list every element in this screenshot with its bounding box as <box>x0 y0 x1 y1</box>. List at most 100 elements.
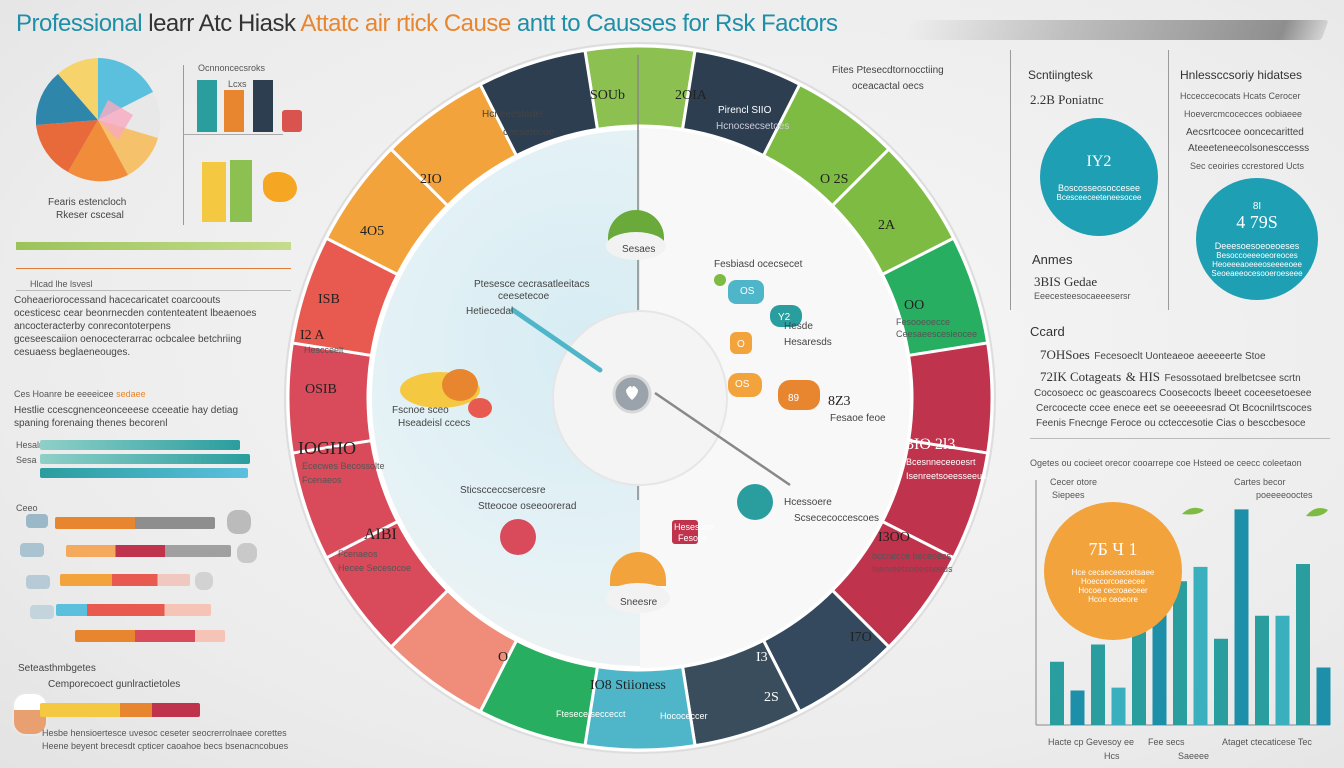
chart-footer-sub: Saeeee <box>1178 751 1210 761</box>
para-line: ocesticesc cear beonrnecden contenteaten… <box>14 308 257 319</box>
pie-slice <box>35 74 98 125</box>
stat-circle-sub: Besoccoeeeoeoreoces <box>1216 250 1298 260</box>
ring-seg-label: IOGHO <box>298 438 356 458</box>
hline-caption: Hlcad lhe lsvesl <box>30 279 93 289</box>
seg-sub: Fcenaeos <box>302 475 342 485</box>
divider <box>1030 438 1330 439</box>
stat-circle-orange: 7Б Ч 1 Hce cecseceecoetsaee Hoeccorcoece… <box>1044 502 1182 640</box>
right-heading-sub: oceacactal oecs <box>852 81 924 92</box>
horizontal-bar <box>66 545 231 557</box>
axis-line <box>183 65 184 225</box>
card-label: Ccard <box>1030 324 1065 339</box>
ring-seg-label: 4O5 <box>360 224 385 239</box>
chart-footer: Ataget ctecaticese Tec <box>1222 737 1312 747</box>
inner-right-half <box>640 128 910 668</box>
anmes-value: 3BIS Gedae <box>1034 274 1098 289</box>
stat-circle-sub: Hocoe cecroaeceer <box>1078 585 1148 595</box>
pie-slice <box>58 58 98 120</box>
inner-note: Sticscceccsercesre <box>460 485 546 496</box>
col3-line: Hoevercmcocecces oobiaeee <box>1184 109 1303 119</box>
inner-note: Hesaresds <box>784 337 832 348</box>
chart-bar <box>1214 638 1228 725</box>
heart-icon <box>626 386 638 400</box>
footer-line: Hesbe hensioertesce uvesoc ceseter seocr… <box>42 728 287 738</box>
ring-seg-label: I7O <box>850 630 872 645</box>
pointer-line <box>654 391 791 487</box>
stat-circle-sub: Boscosseosoccesee <box>1057 182 1141 193</box>
leaf-icon <box>1182 507 1204 515</box>
stat-circle-sub: Heoeeeaoeeeoseeeeoee <box>1212 259 1302 269</box>
axis-line <box>183 134 283 135</box>
ring-seg-label: O <box>498 650 509 665</box>
para-line: gceseescaiion oenocecterarrac ocbcalee b… <box>14 334 242 345</box>
inner-note: Fscnoe sceo <box>392 405 449 416</box>
bottom-bubble-base <box>606 583 670 613</box>
ring-seg-label: I3 <box>756 650 768 665</box>
pointer-line <box>510 307 603 373</box>
horizontal-bar <box>60 574 190 586</box>
para2-line: Hestlie ccescgnenceonceeese cceeatie hay… <box>14 405 239 416</box>
seg-sub: Ceesaeescesieocee <box>896 329 978 339</box>
card-line: Feenis Fnecnge Feroce ou ccteccesotie Ci… <box>1036 418 1306 429</box>
red-dot-icon <box>500 519 536 555</box>
person-icon <box>30 605 54 619</box>
chart-bar <box>1173 581 1187 725</box>
pie-chart-left <box>35 58 161 182</box>
chart-bar <box>1111 687 1126 725</box>
seg-sub: ceesetecoe <box>503 127 555 138</box>
inner-note: Hesde <box>784 321 813 332</box>
card-line1: 7OHSoes Fecesoeclt Uonteaeoe aeeeeerte S… <box>1040 347 1266 362</box>
inner-title-right: Fesbiasd ocecsecet <box>714 259 803 270</box>
pie-slice <box>36 120 98 172</box>
para2-line: spaning forenaing thenes becorenl <box>14 418 168 429</box>
card-line2: 72IK Cotageats & HIS Fesossotaed brelbet… <box>1040 369 1301 384</box>
ring-seg-label: 2OIA <box>675 88 707 103</box>
chart-footer: Hacte cp Gevesoy ee <box>1048 737 1135 747</box>
progress-line <box>16 242 291 250</box>
seg-sub: Ftesece seccecct <box>556 709 626 719</box>
person-icon <box>20 543 44 557</box>
col2-value: 2.2B Poniatnc <box>1030 92 1104 107</box>
small-tag <box>672 520 698 544</box>
horizontal-bar <box>40 454 250 464</box>
stat-circle-sub: Hoeccorcoececee <box>1080 576 1146 586</box>
ring-seg-label: Pirencl SIIO <box>718 105 772 116</box>
tag-label: Fesoce <box>678 533 708 543</box>
chart-footer-sub: Hcs <box>1104 751 1120 761</box>
seg-sub: Fcenaeos <box>338 549 378 559</box>
ring-segments <box>286 44 994 752</box>
seg-sub: Ececwes Becossolte <box>302 461 385 471</box>
inner-note: ceesetecoe <box>498 291 550 302</box>
footer-sub: Cemporecoect gunlractietoles <box>48 679 181 690</box>
chart-label: Siepees <box>1052 490 1085 500</box>
anmes-label: Anmes <box>1032 252 1073 267</box>
ring-segment <box>286 341 374 455</box>
mini-bar <box>282 110 302 132</box>
chart-bar <box>1234 509 1249 725</box>
seg-sub: Bcesnneceeoesrt <box>906 457 976 467</box>
stat-circle-sub: Seoeaeeocesooeroeseee <box>1211 268 1303 278</box>
small-dot <box>714 274 726 286</box>
col3-line: Hcceccecocats Hcats Cerocer <box>1180 91 1301 101</box>
inner-note: Stteocoe oseeoorerad <box>478 501 577 512</box>
mini-bar-title: Ocnnoncecsroks <box>198 63 266 73</box>
chart-label: Cecer otore <box>1050 477 1098 487</box>
ring-seg-label: 2IO <box>420 172 442 187</box>
horizontal-bar <box>55 517 215 529</box>
stat-circle-value: 4 79S <box>1236 211 1278 232</box>
bubble-value: OS <box>735 379 750 390</box>
bar-label: Hesaln <box>16 440 45 450</box>
bar-label: Sesa <box>16 455 37 465</box>
chart-bar <box>1091 644 1105 725</box>
inner-note: Scsececoccescoes <box>794 513 880 524</box>
top-bubble-label: Sesaes <box>622 244 656 255</box>
risk-factor-ring <box>284 42 996 754</box>
bubble-icon <box>778 380 820 410</box>
para-line: cesuaess beglaeneouges. <box>14 347 131 358</box>
col3-line: Sec ceoiries ccrestored Ucts <box>1190 161 1305 171</box>
ring-seg-label: OSIB <box>305 382 337 397</box>
chart-bar <box>1152 610 1167 725</box>
cloud-blob <box>468 398 492 418</box>
seg-sub: Isenreetsoeesseeus <box>906 471 987 481</box>
ring-seg-label: SOUb <box>590 88 626 103</box>
